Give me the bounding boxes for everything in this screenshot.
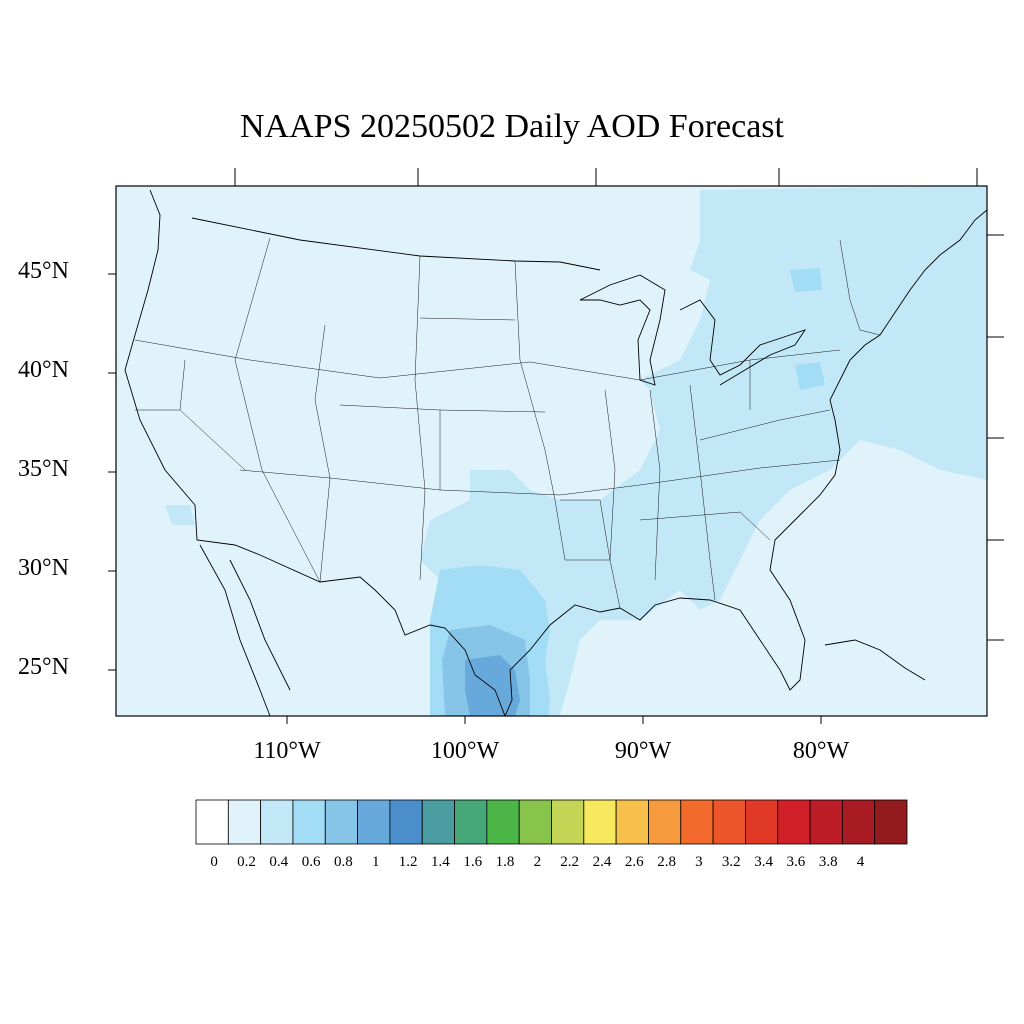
colorbar-label-1: 0.2: [237, 854, 256, 870]
colorbar-label-14: 2.8: [657, 854, 676, 870]
colorbar-swatch-4: [324, 799, 358, 845]
great-lakes: [579, 274, 807, 386]
colorbar-label-20: 4: [856, 854, 865, 870]
colorbar-swatch-6: [389, 799, 423, 845]
lon-label-100: 100°W: [430, 738, 500, 764]
colorbar-swatch-14: [648, 799, 682, 845]
colorbar-swatch-2: [260, 799, 294, 845]
aod-eastern-haze: [420, 186, 987, 716]
aod-baja-patch: [165, 505, 195, 525]
colorbar-swatch-9: [486, 799, 520, 845]
colorbar-swatch-8: [454, 799, 488, 845]
colorbar-label-19: 3.8: [818, 854, 838, 870]
lat-label-45: 45°N: [18, 258, 69, 284]
colorbar-label-18: 3.6: [786, 854, 806, 870]
map-frame: [115, 185, 988, 717]
map-title: NAAPS 20250502 Daily AOD Forecast: [240, 108, 784, 145]
aod-peak-patch: [465, 655, 520, 716]
aod-field: [116, 186, 987, 716]
colorbar-label-9: 1.8: [495, 854, 515, 870]
colorbar-label-10: 2: [533, 854, 542, 870]
colorbar-label-4: 0.8: [334, 854, 353, 870]
colorbar-swatch-3: [292, 799, 326, 845]
colorbar-swatch-21: [874, 799, 908, 845]
colorbar-label-12: 2.4: [592, 854, 612, 870]
lon-label-90: 90°W: [614, 738, 672, 764]
colorbar-swatch-18: [777, 799, 811, 845]
colorbar-swatch-1: [227, 799, 262, 845]
axis-ticks: [108, 168, 1004, 724]
colorbar-swatch-10: [518, 799, 552, 845]
colorbar-label-7: 1.4: [431, 854, 450, 870]
lat-label-25: 25°N: [18, 654, 69, 680]
colorbar-swatch-15: [680, 799, 714, 845]
colorbar-swatch-12: [583, 799, 617, 845]
aod-ne-patch: [790, 268, 822, 292]
aod-pa-patch: [795, 362, 825, 390]
colorbar-label-3: 0.6: [301, 854, 321, 870]
colorbar-swatch-7: [421, 799, 455, 845]
colorbar-label-6: 1.2: [398, 854, 418, 870]
colorbar-swatch-20: [841, 799, 876, 845]
lat-label-35: 35°N: [18, 456, 69, 482]
colorbar-swatch-5: [357, 799, 391, 845]
colorbar: [195, 799, 908, 845]
lat-label-30: 30°N: [18, 555, 69, 581]
lon-label-80: 80°W: [792, 738, 850, 764]
us-outline: [124, 189, 987, 716]
state-borders: [134, 237, 881, 609]
colorbar-label-0: 0: [210, 854, 218, 870]
mexico-coast: [199, 544, 291, 716]
colorbar-swatch-19: [809, 799, 843, 845]
colorbar-label-2: 0.4: [269, 854, 289, 870]
colorbar-label-16: 3.2: [721, 854, 741, 870]
colorbar-swatch-0: [195, 799, 229, 845]
colorbar-label-17: 3.4: [754, 854, 773, 870]
colorbar-label-13: 2.6: [624, 854, 644, 870]
colorbar-label-8: 1.6: [463, 854, 483, 870]
colorbar-swatch-11: [551, 799, 585, 845]
colorbar-swatch-17: [745, 799, 779, 845]
colorbar-label-11: 2.2: [560, 854, 580, 870]
colorbar-label-5: 1: [372, 854, 380, 870]
colorbar-swatch-13: [615, 799, 649, 845]
colorbar-label-15: 3: [695, 854, 703, 870]
lat-label-40: 40°N: [18, 357, 69, 383]
lon-label-110: 110°W: [253, 738, 321, 764]
colorbar-swatch-16: [712, 799, 746, 845]
canada-border: [191, 217, 601, 271]
cuba: [824, 639, 926, 681]
coastlines: [124, 189, 987, 716]
